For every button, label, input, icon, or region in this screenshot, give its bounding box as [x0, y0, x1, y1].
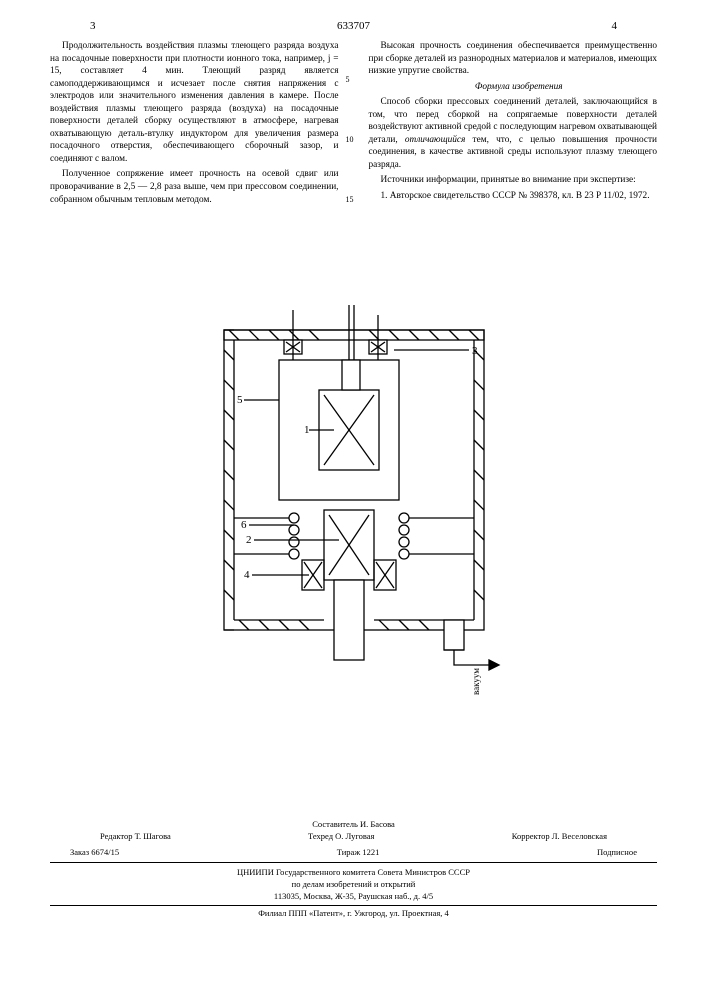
formula-title: Формула изобретения [369, 81, 658, 94]
mark-15: 15 [346, 195, 354, 204]
mark-5: 5 [346, 75, 350, 84]
footer-org1: ЦНИИПИ Государственного комитета Совета … [50, 867, 657, 879]
col2-p2: Способ сборки прессовых соединений детал… [369, 96, 658, 171]
label-1: 1 [304, 424, 310, 436]
col2-p2b: отличающийся [405, 135, 465, 145]
text-columns: Продолжительность воздействия плазмы тле… [50, 40, 657, 209]
column-right: Высокая прочность соединения обеспечивае… [369, 40, 658, 209]
footer-tirage: Тираж 1221 [337, 847, 380, 859]
device-diagram: 1 2 3 4 5 6 вакуум [194, 300, 514, 700]
label-5: 5 [237, 394, 243, 406]
label-3: 3 [472, 345, 478, 357]
col1-p1: Продолжительность воздействия плазмы тле… [50, 40, 339, 165]
footer-sign: Подписное [597, 847, 637, 859]
footer-order-line: Заказ 6674/15 Тираж 1221 Подписное [50, 847, 657, 864]
page-number-right: 4 [612, 20, 618, 32]
label-4: 4 [244, 569, 250, 581]
col2-p3: Источники информации, принятые во вниман… [369, 174, 658, 187]
col2-p4: 1. Авторское свидетельство СССР № 398378… [369, 190, 658, 203]
footer-author: Составитель И. Басова [50, 819, 657, 831]
figure: 1 2 3 4 5 6 вакуум [194, 300, 514, 705]
label-6: 6 [241, 519, 247, 531]
footer-credits: Редактор Т. Шагова Техред О. Луговая Кор… [50, 831, 657, 843]
footer-tech: Техред О. Луговая [308, 831, 374, 843]
footer-editor: Редактор Т. Шагова [100, 831, 171, 843]
footer-org2: по делам изобретений и открытий [50, 879, 657, 891]
label-2: 2 [246, 534, 252, 546]
col1-p2: Полученное сопряжение имеет прочность на… [50, 168, 339, 206]
vacuum-label: вакуум [471, 668, 481, 695]
patent-number: 633707 [337, 20, 370, 32]
footer: Составитель И. Басова Редактор Т. Шагова… [50, 819, 657, 920]
col2-p1: Высокая прочность соединения обеспечивае… [369, 40, 658, 78]
footer-addr1: 113035, Москва, Ж-35, Раушская наб., д. … [50, 891, 657, 903]
page-number-left: 3 [90, 20, 96, 32]
footer-order: Заказ 6674/15 [70, 847, 119, 859]
footer-corrector: Корректор Л. Веселовская [512, 831, 607, 843]
column-left: Продолжительность воздействия плазмы тле… [50, 40, 339, 209]
mark-10: 10 [346, 135, 354, 144]
footer-addr2: Филиал ППП «Патент», г. Ужгород, ул. Про… [50, 905, 657, 920]
